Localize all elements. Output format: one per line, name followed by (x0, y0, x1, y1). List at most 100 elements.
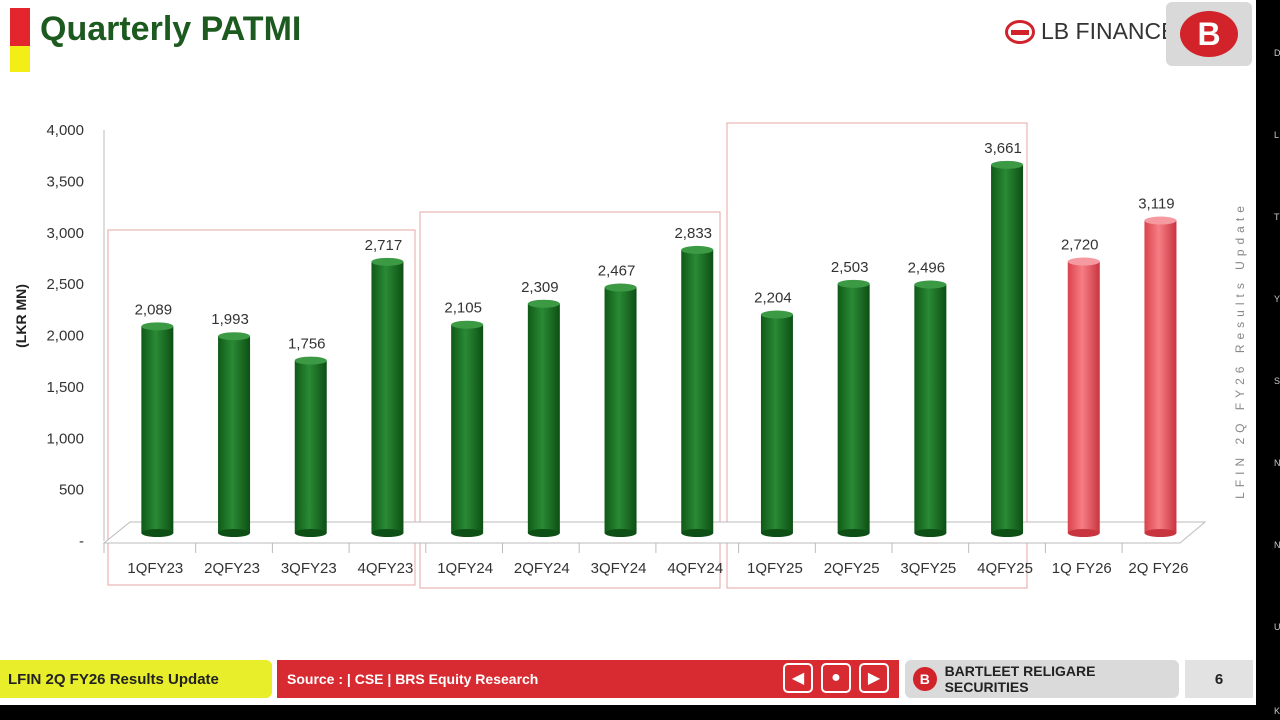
data-label: 2,204 (754, 290, 792, 307)
x-tick-label: 3QFY25 (900, 560, 956, 577)
lb-finance-logo: LB FINANCE (1005, 18, 1176, 45)
fiscal-year-group-box (107, 229, 416, 586)
bar-base (1067, 529, 1100, 537)
brs-logo-icon: B (1180, 11, 1238, 57)
bar-top (371, 257, 404, 266)
bar-top (914, 280, 947, 289)
slide: Quarterly PATMI LB FINANCE B LFIN 2Q FY2… (0, 0, 1256, 705)
data-label: 2,717 (365, 237, 403, 254)
chart-floor (102, 521, 1207, 544)
bar-top (760, 310, 793, 319)
x-tick-label: 4QFY24 (667, 560, 723, 577)
x-tick-label: 2QFY23 (204, 560, 260, 577)
x-tick-label: 3QFY23 (281, 560, 337, 577)
data-label: 2,503 (831, 259, 869, 276)
data-label: 2,496 (908, 260, 946, 277)
data-label: 2,467 (598, 263, 636, 280)
bar (1144, 220, 1177, 533)
y-tick-label: 3,500 (46, 173, 84, 190)
bar-top (681, 245, 714, 254)
bar (218, 336, 251, 533)
bar (837, 283, 870, 533)
bar (604, 287, 637, 533)
bar-base (141, 529, 174, 537)
x-tick-label: 1QFY25 (747, 560, 803, 577)
page-number: 6 (1185, 660, 1253, 698)
title-accent-red (10, 8, 30, 46)
prev-slide-button[interactable]: ◀ (783, 663, 813, 693)
x-tick-label: 2QFY25 (824, 560, 880, 577)
background-text-fragment: Y (1274, 294, 1280, 304)
y-tick-label: 2,000 (46, 328, 84, 345)
bar (914, 284, 947, 533)
footer-brs-brand: B BARTLEET RELIGARE SECURITIES (905, 660, 1179, 698)
bar-top (1067, 257, 1100, 266)
bar-base (371, 529, 404, 537)
bar (141, 326, 174, 533)
background-text-fragment: D (1274, 48, 1280, 58)
background-text-fragment: S (1274, 376, 1280, 386)
home-button[interactable]: ● (821, 663, 851, 693)
bar-top (141, 322, 174, 331)
bar-base (451, 529, 484, 537)
y-tick-label: 4,000 (46, 122, 84, 139)
background-window-strip (1256, 0, 1280, 720)
bar-top (527, 299, 560, 308)
bar-base (760, 529, 793, 537)
bar-base (914, 529, 947, 537)
bar (760, 314, 793, 533)
bar-base (604, 529, 637, 537)
y-tick-label: - (79, 533, 84, 550)
data-label: 1,756 (288, 336, 326, 353)
bar-base (527, 529, 560, 537)
background-text-fragment: N (1274, 540, 1280, 550)
title-accent-yellow (10, 46, 30, 72)
background-text-fragment: N (1274, 458, 1280, 468)
bar (294, 360, 327, 533)
data-label: 2,833 (674, 225, 712, 242)
bar-base (837, 529, 870, 537)
bar-top (837, 279, 870, 288)
y-tick-label: 1,000 (46, 430, 84, 447)
bar-top (604, 283, 637, 292)
x-tick-label: 4QFY25 (977, 560, 1033, 577)
page-title: Quarterly PATMI (40, 10, 302, 48)
background-text-fragment: U (1274, 622, 1280, 632)
bar-top (1144, 216, 1177, 225)
bar-top (991, 160, 1024, 169)
data-label: 3,119 (1138, 196, 1174, 213)
footer-report-title: LFIN 2Q FY26 Results Update (0, 660, 272, 698)
x-tick-label: 3QFY24 (591, 560, 647, 577)
bar-top (218, 332, 251, 341)
x-tick-label: 1QFY24 (437, 560, 493, 577)
data-label: 2,720 (1061, 237, 1099, 254)
patmi-bar-chart: - 500 1,000 1,500 2,000 2,500 3,000 3,500 4,000 (… (13, 122, 1207, 589)
data-label: 3,661 (984, 140, 1022, 157)
bar (1067, 261, 1100, 533)
bar-top (451, 320, 484, 329)
x-tick-label: 1QFY23 (127, 560, 183, 577)
bar (681, 249, 714, 534)
bar (371, 261, 404, 533)
bar (527, 303, 560, 533)
x-tick-label: 2QFY24 (514, 560, 570, 577)
bar-base (681, 529, 714, 537)
brs-name: BARTLEET RELIGARE SECURITIES (944, 663, 1096, 695)
bar-base (991, 529, 1024, 537)
bar (451, 324, 484, 533)
lb-finance-text: LB FINANCE (1041, 18, 1177, 44)
y-tick-label: 1,500 (46, 379, 84, 396)
data-label: 2,309 (521, 279, 559, 296)
x-tick-label: 2Q FY26 (1128, 560, 1188, 577)
bar (991, 164, 1024, 533)
bar-base (218, 529, 251, 537)
data-label: 2,089 (135, 301, 173, 318)
next-slide-button[interactable]: ▶ (859, 663, 889, 693)
bar-base (294, 529, 327, 537)
fiscal-year-group-box (419, 211, 721, 589)
brs-icon: B (913, 667, 937, 691)
data-label: 1,993 (211, 311, 249, 328)
bar-base (1144, 529, 1177, 537)
fiscal-year-group-box (726, 122, 1028, 589)
y-tick-label: 2,500 (46, 276, 84, 293)
